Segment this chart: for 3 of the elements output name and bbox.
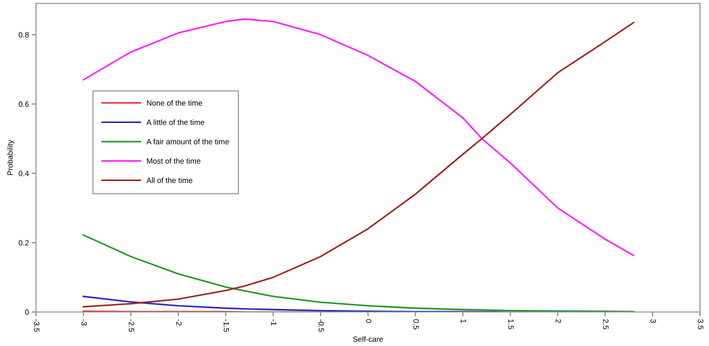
line-series — [82, 234, 634, 312]
line-series — [82, 22, 634, 308]
line-series — [82, 18, 634, 256]
